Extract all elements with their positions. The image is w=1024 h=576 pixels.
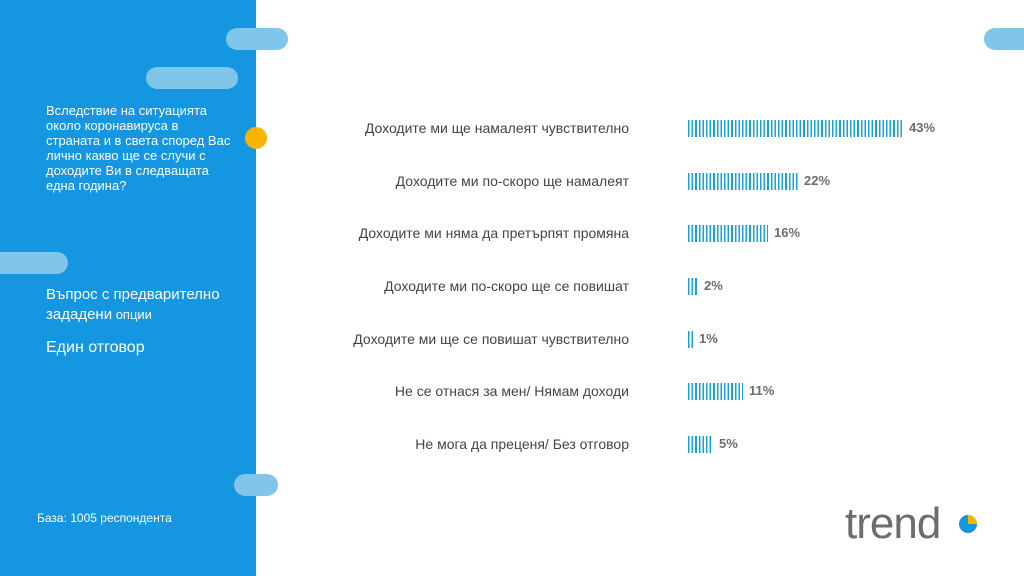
- base-note: База: 1005 респондента: [37, 511, 172, 525]
- category-label: Доходите ми няма да претърпят промяна: [358, 225, 629, 241]
- decor-pill-1: [226, 28, 288, 50]
- bar: [688, 331, 693, 348]
- question-type-line1: Въпрос с предварително: [46, 286, 220, 303]
- bar: [688, 225, 768, 242]
- accent-dot: [245, 127, 267, 149]
- value-label: 43%: [909, 120, 936, 135]
- value-label: 11%: [749, 383, 775, 398]
- value-label: 5%: [719, 436, 738, 451]
- trend-logo-text: trend: [845, 499, 940, 548]
- bar: [688, 278, 698, 295]
- category-label: Не се отнася за мен/ Нямам доходи: [394, 383, 629, 399]
- category-label: Доходите ми ще намалеят чувствително: [364, 120, 629, 136]
- value-label: 1%: [699, 331, 718, 346]
- question-type-line2: зададени опции: [46, 305, 246, 325]
- question-type: Въпрос с предварително зададени опции: [46, 285, 246, 325]
- bar: [688, 120, 903, 137]
- value-label: 16%: [774, 225, 801, 240]
- value-label: 2%: [704, 278, 723, 293]
- category-label: Доходите ми по-скоро ще се повишат: [384, 278, 629, 294]
- question-type-suffix: опции: [112, 307, 152, 322]
- question-text: Вследствие на ситуацията около коронавир…: [46, 103, 231, 193]
- value-label: 22%: [804, 173, 831, 188]
- answer-type: Един отговор: [46, 339, 145, 356]
- category-label: Доходите ми ще се повишат чувствително: [353, 331, 629, 347]
- decor-pill-3: [0, 252, 68, 274]
- sidebar-panel: [0, 0, 256, 576]
- category-label: Доходите ми по-скоро ще намалеят: [395, 173, 629, 189]
- logo-dot-yellow: [968, 515, 977, 524]
- trend-logo: trend: [845, 488, 990, 553]
- decor-pill-5: [984, 28, 1024, 50]
- bar: [688, 173, 798, 190]
- question-type-word: зададени: [46, 306, 113, 323]
- bar: [688, 383, 743, 400]
- decor-pill-2: [146, 67, 238, 89]
- bar: [688, 436, 713, 453]
- trend-logo-icon: trend: [845, 499, 977, 548]
- category-label: Не мога да преценя/ Без отговор: [415, 436, 629, 452]
- decor-pill-4: [234, 474, 278, 496]
